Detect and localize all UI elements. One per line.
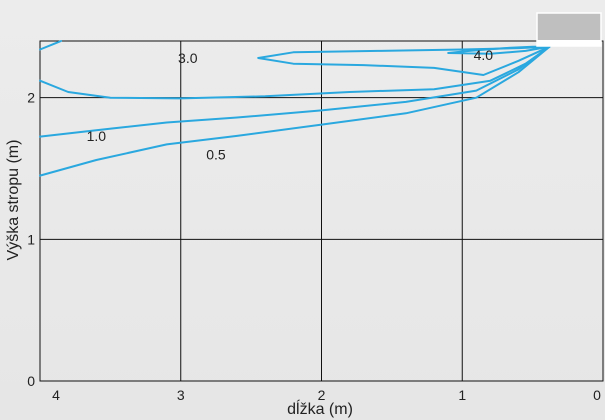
x-tick-label: 4 <box>52 387 60 403</box>
x-axis-label: dĺžka (m) <box>287 399 353 418</box>
y-tick-label: 0 <box>27 373 35 389</box>
contour-label: 1.0 <box>87 128 107 144</box>
y-tick-label: 2 <box>27 90 35 106</box>
contour-label: 0.5 <box>206 146 226 162</box>
grid <box>39 40 604 382</box>
contour-labels: 4.0 3.0 1.0 0.5 <box>87 47 494 162</box>
contour-line <box>39 45 551 138</box>
contour-label: 3.0 <box>178 50 198 66</box>
y-tick-label: 1 <box>27 231 35 247</box>
x-tick-label: 1 <box>458 387 466 403</box>
series-group <box>39 40 551 177</box>
contour-line <box>39 40 63 51</box>
heat-source-base <box>537 40 601 46</box>
contour-line <box>39 45 551 100</box>
x-tick-label: 2 <box>318 387 326 403</box>
tick-labels: 4 3 2 1 0 0 1 2 <box>27 90 601 403</box>
contour-label: 4.0 <box>474 47 494 63</box>
contour-line <box>39 45 551 177</box>
x-tick-label: 0 <box>593 387 601 403</box>
y-axis-label: Výška stropu (m) <box>5 140 22 261</box>
contour-line <box>257 45 551 76</box>
x-tick-label: 3 <box>177 387 185 403</box>
